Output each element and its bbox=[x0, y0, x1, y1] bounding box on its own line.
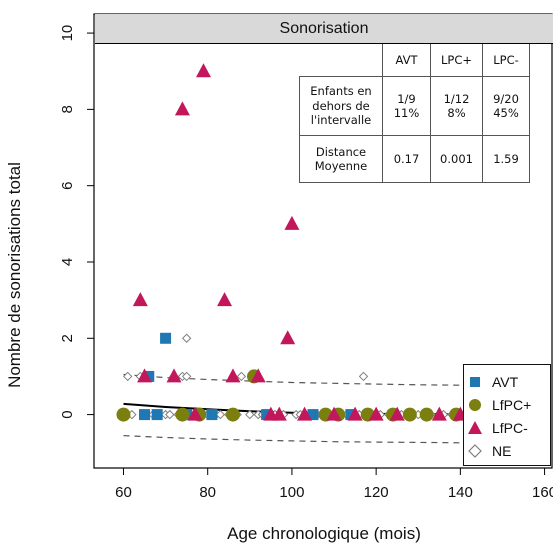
ne-point bbox=[215, 409, 226, 420]
panel-title-strip: Sonorisation bbox=[95, 14, 553, 44]
square-marker-icon bbox=[470, 377, 480, 387]
lfpc-minus-point bbox=[137, 368, 153, 383]
legend-item-lfpc-minus: LfPC- bbox=[464, 417, 528, 439]
lfpc-minus-point bbox=[368, 406, 384, 421]
y-tick-label: 0 bbox=[59, 410, 76, 418]
ne-point bbox=[181, 333, 192, 343]
triangle-marker-icon bbox=[468, 421, 482, 434]
stats-cell: 1/12 8% bbox=[430, 76, 483, 136]
y-tick-label: 2 bbox=[59, 334, 76, 342]
ne-point bbox=[236, 371, 247, 382]
legend-label: AVT bbox=[492, 374, 519, 390]
y-tick-label: 6 bbox=[59, 182, 76, 190]
lfpc-minus-point bbox=[280, 330, 296, 345]
legend-label: NE bbox=[492, 443, 512, 459]
legend-item-ne: NE bbox=[464, 440, 511, 462]
stats-row-distance: Distance Moyenne 0.17 0.001 1.59 bbox=[299, 135, 530, 183]
lfpc-plus-point bbox=[402, 407, 417, 422]
lfpc-minus-point bbox=[284, 215, 300, 230]
stats-cell: 9/20 45% bbox=[482, 76, 530, 136]
lfpc-minus-point bbox=[195, 63, 211, 78]
bound-line-lower bbox=[123, 435, 461, 444]
lfpc-minus-point bbox=[347, 406, 363, 421]
y-axis-label: Nombre de sonorisations total bbox=[5, 161, 24, 388]
ne-point bbox=[122, 371, 133, 382]
circle-marker-icon bbox=[469, 399, 481, 411]
avt-point bbox=[307, 409, 319, 421]
y-tick-label: 4 bbox=[59, 258, 76, 266]
lfpc-plus-point bbox=[419, 407, 434, 422]
x-tick-label: 100 bbox=[279, 484, 304, 501]
lfpc-plus-point bbox=[116, 407, 131, 422]
lfpc-minus-point bbox=[271, 406, 287, 421]
stats-table: AVT LPC+ LPC- Enfants en dehors de l'int… bbox=[299, 44, 530, 183]
stats-cell: 0.001 bbox=[430, 135, 483, 183]
avt-point bbox=[206, 409, 218, 421]
legend-item-lfpc-plus: LfPC+ bbox=[464, 394, 531, 416]
lfpc-minus-point bbox=[225, 368, 241, 383]
panel-title: Sonorisation bbox=[279, 19, 369, 37]
stats-cell: 0.17 bbox=[382, 135, 431, 183]
stats-header-blank bbox=[299, 44, 383, 77]
lfpc-minus-point bbox=[132, 292, 148, 307]
lfpc-minus-point bbox=[297, 406, 313, 421]
stats-cell: 1.59 bbox=[482, 135, 530, 183]
stats-header-lpc-minus: LPC- bbox=[482, 44, 530, 77]
avt-point bbox=[160, 332, 172, 344]
stats-header-row: AVT LPC+ LPC- bbox=[299, 44, 530, 77]
ne-point bbox=[358, 371, 369, 382]
chart-legend: AVT LfPC+ LfPC- NE bbox=[463, 364, 551, 466]
ne-point bbox=[181, 371, 192, 382]
lfpc-minus-point bbox=[389, 406, 405, 421]
y-tick-label: 10 bbox=[59, 25, 76, 42]
x-tick-label: 60 bbox=[115, 484, 132, 501]
x-tick-label: 120 bbox=[364, 484, 389, 501]
lfpc-minus-point bbox=[250, 368, 266, 383]
lfpc-minus-point bbox=[174, 101, 190, 116]
x-tick-label: 80 bbox=[199, 484, 216, 501]
y-tick-label: 8 bbox=[59, 105, 76, 113]
stats-cell: 1/9 11% bbox=[382, 76, 431, 136]
stats-header-avt: AVT bbox=[382, 44, 431, 77]
lfpc-minus-point bbox=[326, 406, 342, 421]
avt-point bbox=[139, 409, 151, 421]
x-axis-label: Age chronologique (mois) bbox=[227, 524, 421, 543]
lfpc-minus-point bbox=[166, 368, 182, 383]
lfpc-minus-point bbox=[217, 292, 233, 307]
legend-item-avt: AVT bbox=[464, 371, 518, 393]
legend-label: LfPC+ bbox=[492, 397, 532, 413]
lfpc-plus-point bbox=[175, 407, 190, 422]
x-tick-label: 160 bbox=[532, 484, 553, 501]
legend-label: LfPC- bbox=[492, 420, 528, 436]
stats-row-label: Distance Moyenne bbox=[299, 135, 383, 183]
stats-row-outside: Enfants en dehors de l'intervalle 1/9 11… bbox=[299, 76, 530, 136]
stats-header-lpc-plus: LPC+ bbox=[430, 44, 483, 77]
avt-point bbox=[151, 409, 163, 421]
ne-point bbox=[245, 409, 255, 420]
y-axis-label-container: Nombre de sonorisations total bbox=[0, 0, 30, 549]
lfpc-minus-point bbox=[187, 406, 203, 421]
x-tick-label: 140 bbox=[448, 484, 473, 501]
stats-row-label: Enfants en dehors de l'intervalle bbox=[299, 76, 383, 136]
lfpc-minus-point bbox=[431, 406, 447, 421]
ne-point bbox=[165, 409, 175, 420]
lfpc-plus-point bbox=[225, 407, 240, 422]
diamond-marker-icon bbox=[468, 444, 482, 458]
